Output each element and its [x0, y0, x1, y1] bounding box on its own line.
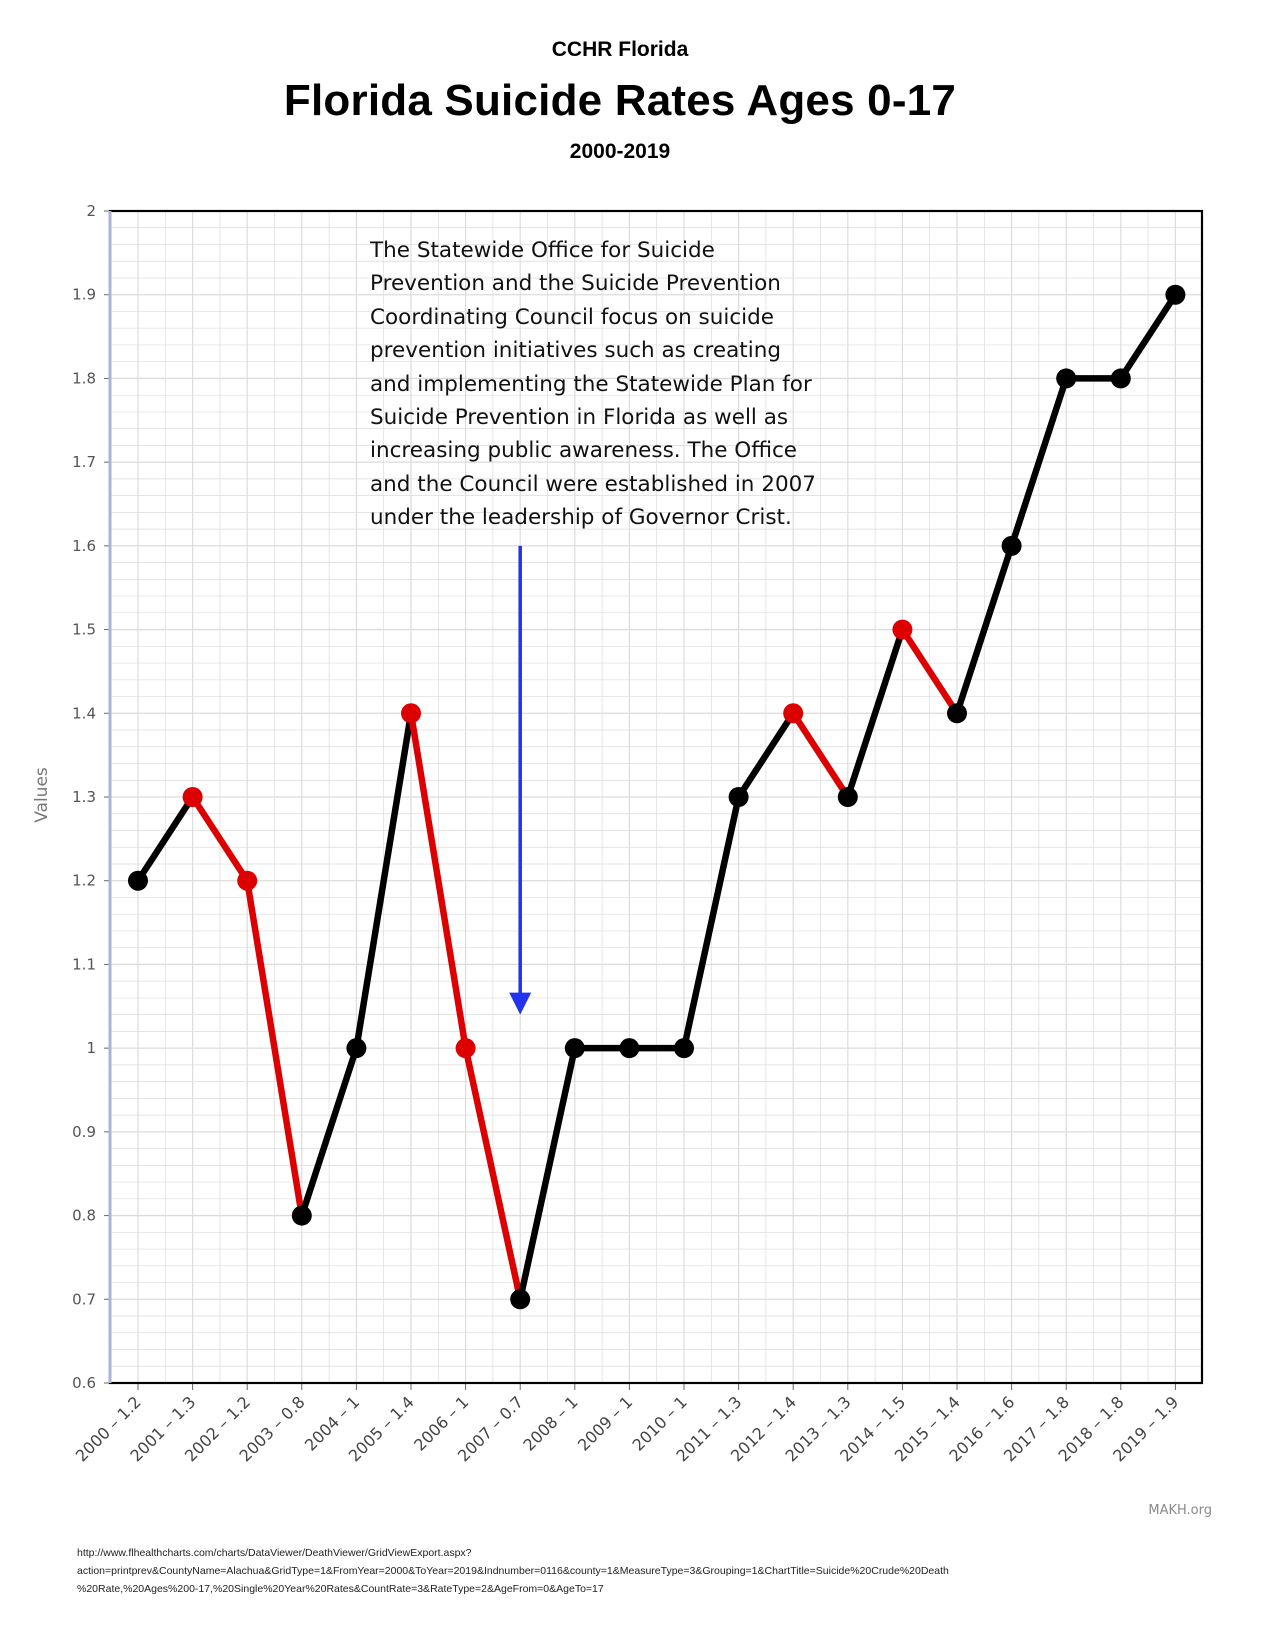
y-tick-label: 1.2 [72, 872, 96, 890]
data-point [237, 870, 258, 891]
data-point [783, 703, 804, 724]
data-point [346, 1038, 367, 1059]
data-points [128, 284, 1186, 1310]
y-tick-label: 2 [86, 202, 96, 220]
y-tick-label: 0.7 [72, 1290, 96, 1308]
x-tick-label: 2009 – 1 [574, 1392, 636, 1454]
annotation-text: The Statewide Office for Suicide Prevent… [370, 238, 816, 531]
line-segment [844, 626, 906, 801]
line-segment [189, 793, 251, 884]
chart-title: Florida Suicide Rates Ages 0-17 [283, 76, 957, 125]
chart-subtitle: 2000-2019 [569, 140, 671, 163]
line-segment [407, 710, 469, 1052]
y-tick-label: 1.9 [72, 286, 96, 304]
data-point [1110, 368, 1131, 389]
line-segment [899, 626, 961, 717]
data-point [182, 787, 203, 807]
line-segment [1008, 375, 1070, 550]
data-point [837, 787, 858, 807]
line-segment [680, 793, 742, 1052]
y-tick-label: 1.7 [72, 453, 96, 471]
arrow-head [509, 992, 532, 1015]
y-tick-label: 1.6 [72, 537, 96, 555]
y-tick-label: 0.8 [72, 1207, 96, 1225]
data-point [619, 1038, 640, 1059]
brand-watermark: MAKH.org [1148, 1503, 1212, 1518]
data-point [1056, 368, 1077, 389]
line-segment [1117, 291, 1179, 382]
source-url: http://www.flhealthcharts.com/charts/Dat… [77, 1547, 949, 1595]
chart-gridlines [110, 210, 1202, 1384]
line-segment [462, 1044, 524, 1303]
data-point [947, 703, 967, 724]
line-segment [298, 1044, 360, 1219]
x-tick-label: 2008 – 1 [519, 1392, 581, 1454]
data-point [510, 1289, 531, 1310]
data-point [128, 870, 148, 891]
y-tick-label: 1.5 [72, 621, 96, 639]
y-tick-label: 0.9 [72, 1123, 96, 1141]
data-point [1001, 535, 1022, 556]
data-point [455, 1038, 476, 1059]
line-segment [516, 1044, 579, 1303]
line-segment [353, 710, 415, 1052]
y-tick-label: 1.3 [72, 788, 96, 806]
line-segment [953, 542, 1015, 717]
data-point [401, 703, 421, 724]
line-segment [243, 877, 306, 1219]
y-axis-ticks: 0.6 0.7 0.8 0.9 1 1.1 1.2 1.3 1.4 1.5 1.6 1.7 1.8 1.9… [72, 202, 110, 1392]
line-segment [789, 710, 852, 801]
data-point [674, 1038, 694, 1059]
line-segment [735, 710, 797, 801]
data-point [1165, 284, 1186, 305]
data-point [892, 619, 913, 640]
y-tick-label: 0.6 [72, 1374, 96, 1392]
annotation-arrow [509, 545, 532, 1015]
data-point [564, 1038, 585, 1059]
data-point [728, 787, 749, 807]
data-point [291, 1205, 312, 1226]
chart-org-heading: CCHR Florida [551, 38, 689, 61]
y-axis-label: Values [32, 767, 52, 823]
y-tick-label: 1 [86, 1039, 96, 1057]
y-tick-label: 1.4 [72, 704, 96, 722]
line-segment [134, 793, 196, 884]
y-tick-label: 1.8 [72, 369, 96, 387]
y-tick-label: 1.1 [72, 955, 96, 973]
